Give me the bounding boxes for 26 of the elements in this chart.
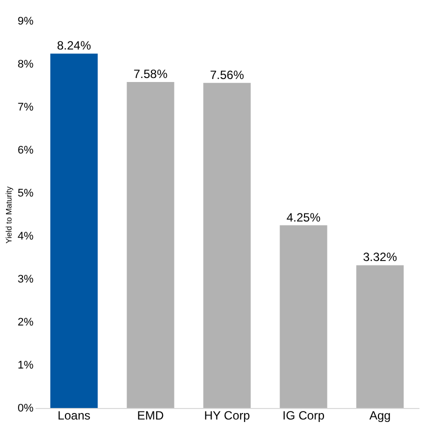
y-tick-label: 9%: [18, 16, 34, 28]
y-tick-label: 7%: [18, 102, 34, 114]
data-label: 3.32%: [362, 250, 398, 264]
bar: [50, 54, 98, 408]
y-tick-label: 1%: [18, 360, 34, 372]
data-label: 7.56%: [210, 68, 244, 82]
x-tick-label: EMD: [137, 408, 164, 422]
x-tick-label: HY Corp: [204, 408, 250, 422]
x-tick-label: Agg: [369, 408, 391, 422]
y-tick-label: 3%: [18, 274, 34, 286]
x-tick-label: IG Corp: [282, 408, 325, 422]
y-tick-label: 5%: [18, 188, 34, 200]
y-tick-label: 4%: [18, 230, 34, 242]
bar: [126, 82, 174, 408]
x-tick-label: Loans: [58, 408, 90, 422]
y-tick-label: 8%: [18, 58, 34, 70]
bar: [203, 82, 251, 408]
y-tick-label: 6%: [18, 144, 34, 156]
y-axis-title: Yield to Maturity: [4, 186, 14, 244]
y-tick-label: 2%: [18, 316, 34, 328]
data-label: 4.25%: [286, 210, 321, 224]
data-label: 7.58%: [133, 67, 168, 82]
bar: [280, 225, 328, 408]
data-label: 8.24%: [56, 38, 92, 53]
bar: [356, 265, 404, 408]
y-tick-label: 0%: [18, 402, 34, 414]
